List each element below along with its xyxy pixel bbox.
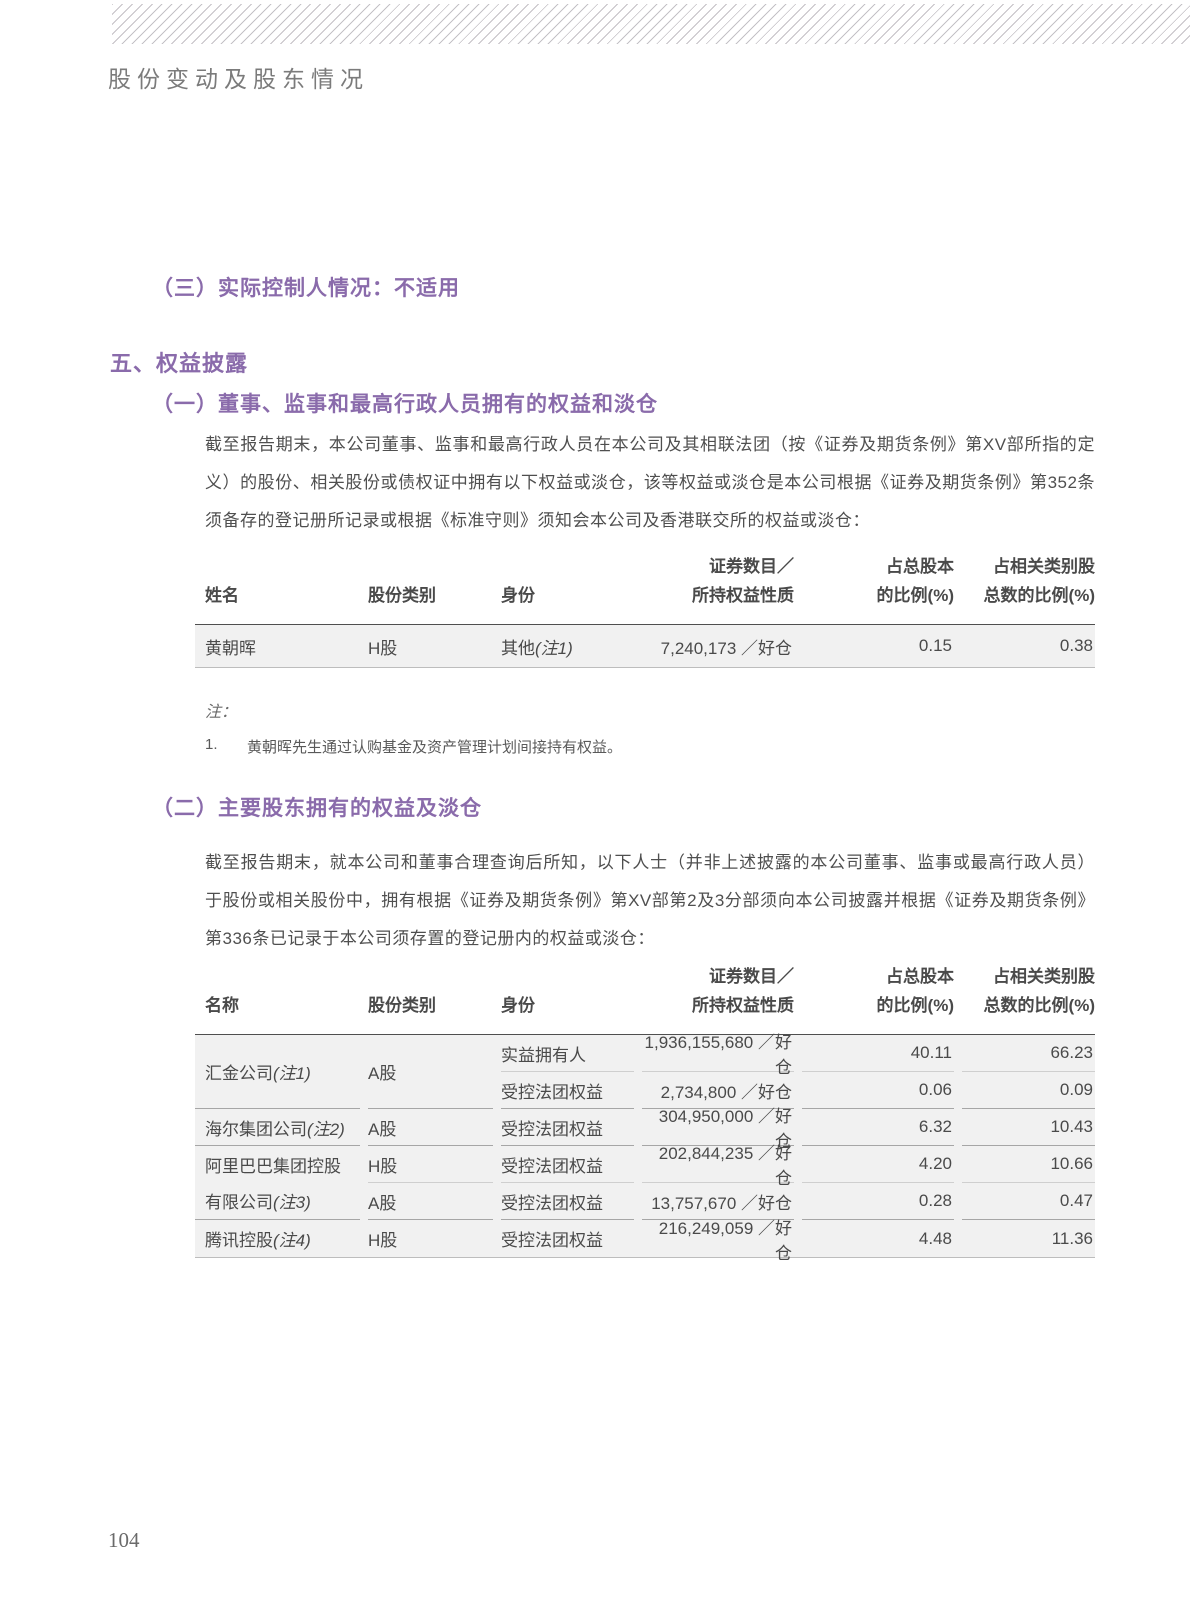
table2-cell-class-r6: H股 (368, 1231, 398, 1250)
capacity-note: (注1) (535, 638, 573, 658)
page-title: 股份变动及股东情况 (108, 67, 369, 92)
section-5-heading: 五、权益披露 (110, 351, 249, 376)
shareholder-name: 腾讯控股 (205, 1231, 273, 1250)
table2-cell-name-haier: 海尔集团公司 (注2) (195, 1109, 360, 1146)
table2-cell-capacity-r5: 受控法团权益 (501, 1183, 634, 1220)
header-hatch-pattern (112, 4, 1190, 44)
table2-cell-pct-total-r4: 4.20 (802, 1146, 954, 1183)
table2-cell-securities-r1: 1,936,155,680 ／好仓 (642, 1033, 794, 1077)
table2-header-capacity: 身份 (501, 996, 535, 1015)
table2-cell-pct-class-r5: 0.47 (962, 1183, 1095, 1220)
table2-cell-name-tencent: 腾讯控股 (注4) (195, 1220, 360, 1257)
shareholder-note: (注4) (273, 1231, 311, 1250)
subsection-2-heading: （二）主要股东拥有的权益及淡仓 (152, 797, 482, 820)
table2-cell-capacity-r4: 受控法团权益 (501, 1146, 634, 1183)
table2-cell-securities-r2: 2,734,800 ／好仓 (642, 1072, 794, 1109)
shareholder-note: (注2) (307, 1119, 345, 1139)
substantial-shareholders-table: 名称 股份类别 身份 证券数目／ 所持权益性质 占总股本 的比例(%) 占相关类别股… (195, 962, 1095, 1263)
table1-cell-pct-class: 0.38 (1059, 636, 1093, 655)
table2-cell-class-r3: A股 (368, 1109, 493, 1146)
table2-cell-securities-r5: 13,757,670 ／好仓 (642, 1183, 794, 1220)
table2-cell-securities-r4: 202,844,235 ／好仓 (642, 1144, 794, 1188)
table1-header-capacity: 身份 (501, 586, 535, 605)
table2-cell-pct-total-r5: 0.28 (802, 1183, 954, 1220)
table2-cell-class-huijin: A股 (368, 1035, 493, 1109)
table2-header-share-class: 股份类别 (368, 996, 436, 1015)
table2-cell-securities-r6: 216,249,059 ／好仓 (658, 1218, 792, 1263)
table2-cell-pct-total-r2: 0.06 (802, 1072, 954, 1109)
table2-body: 汇金公司 (注1) A股 实益拥有人 1,936,155,680 ／好仓 40.1… (195, 1033, 1095, 1263)
note-text: 黄朝晖先生通过认购基金及资产管理计划间接持有权益。 (247, 739, 623, 756)
table2-cell-pct-class-r4: 10.66 (962, 1146, 1095, 1183)
table1-cell-name: 黄朝晖 (205, 638, 256, 658)
shareholder-name: 汇金公司 (205, 1064, 273, 1083)
table2-cell-capacity-r6: 受控法团权益 (501, 1231, 603, 1250)
section-3-heading: （三）实际控制人情况：不适用 (152, 277, 460, 300)
table2-cell-name-huijin: 汇金公司 (注1) (195, 1035, 360, 1109)
table1-header-name: 姓名 (205, 586, 239, 605)
subsection-1-heading: （一）董事、监事和最高行政人员拥有的权益和淡仓 (152, 393, 658, 416)
shareholder-note: (注3) (273, 1193, 311, 1213)
table2-cell-pct-total-r6: 4.48 (918, 1228, 952, 1248)
note-item-1: 1. 黄朝晖先生通过认购基金及资产管理计划间接持有权益。 (205, 736, 622, 757)
intro-paragraph-2: 截至报告期末，就本公司和董事合理查询后所知，以下人士（并非上述披露的本公司董事、… (205, 853, 1095, 948)
table2-cell-class-r5: A股 (368, 1183, 493, 1220)
shareholder-note: (注1) (273, 1064, 311, 1083)
table2-header-name: 名称 (205, 996, 239, 1015)
table1-body: 黄朝晖 H股 其他 (注1) 7,240,173 ／好仓 0.15 0.38 (195, 624, 1095, 668)
shareholder-name: 海尔集团公司 (205, 1119, 307, 1139)
table1-header-row: 姓名 股份类别 身份 证券数目／ 所持权益性质 占总股本 的比例(%) 占相关类别股… (195, 552, 1095, 624)
table2-cell-name-alibaba: 阿里巴巴集团控股 有限公司(注3) (195, 1146, 360, 1220)
table2-cell-pct-total-r1: 40.11 (802, 1035, 954, 1072)
table1-cell-securities: 7,240,173 ／好仓 (660, 638, 792, 658)
table2-header-row: 名称 股份类别 身份 证券数目／ 所持权益性质 占总股本 的比例(%) 占相关类别股… (195, 962, 1095, 1034)
table2-cell-class-r4: H股 (368, 1146, 493, 1183)
table2-cell-capacity-r1: 实益拥有人 (501, 1035, 634, 1072)
table2-cell-pct-class-r3: 10.43 (962, 1109, 1095, 1146)
table2-cell-pct-class-r1: 66.23 (962, 1035, 1095, 1072)
table1-cell-capacity: 其他 (注1) (501, 625, 634, 667)
table2-cell-capacity-r2: 受控法团权益 (501, 1072, 634, 1109)
table2-cell-capacity-r3: 受控法团权益 (501, 1109, 634, 1146)
table2-cell-pct-class-r2: 0.09 (962, 1072, 1095, 1109)
shareholder-name-line2: 有限公司(注3) (205, 1188, 311, 1213)
table1-header-share-class: 股份类别 (368, 586, 436, 605)
table1-header-securities: 证券数目／ 所持权益性质 (692, 557, 794, 605)
table2-header-pct-total: 占总股本 的比例(%) (876, 967, 954, 1015)
table2-header-securities: 证券数目／ 所持权益性质 (692, 967, 794, 1015)
table2-cell-pct-class-r6: 11.36 (1051, 1228, 1093, 1248)
capacity-text: 其他 (501, 638, 535, 658)
table1-header-pct-total: 占总股本 的比例(%) (876, 557, 954, 605)
table1-header-pct-class: 占相关类别股 总数的比例(%) (983, 557, 1095, 605)
intro-paragraph-1: 截至报告期末，本公司董事、监事和最高行政人员在本公司及其相联法团（按《证券及期货… (205, 435, 1095, 530)
directors-interests-table: 姓名 股份类别 身份 证券数目／ 所持权益性质 占总股本 的比例(%) 占相关类别股… (195, 552, 1095, 668)
table2-cell-pct-total-r3: 6.32 (802, 1109, 954, 1146)
note-number: 1. (205, 736, 218, 753)
notes-label: 注： (205, 704, 238, 721)
table1-cell-pct-total: 0.15 (918, 636, 952, 655)
table1-cell-share-class: H股 (368, 638, 398, 658)
table2-header-pct-class: 占相关类别股 总数的比例(%) (983, 967, 1095, 1015)
shareholder-name-line1: 阿里巴巴集团控股 (205, 1156, 341, 1176)
name-line2-text: 有限公司 (205, 1193, 273, 1213)
page-number: 104 (108, 1528, 140, 1552)
